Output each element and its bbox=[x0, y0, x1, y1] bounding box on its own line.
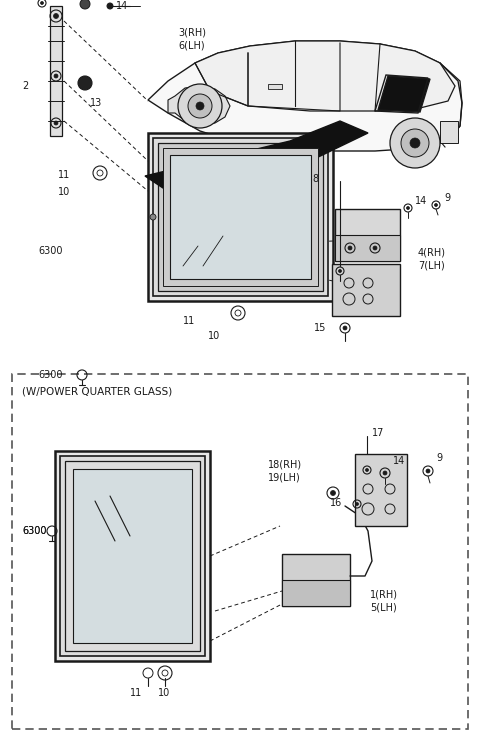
Circle shape bbox=[426, 469, 430, 473]
Circle shape bbox=[407, 207, 409, 210]
Polygon shape bbox=[148, 41, 462, 151]
Circle shape bbox=[40, 1, 44, 4]
Circle shape bbox=[365, 468, 369, 471]
Circle shape bbox=[338, 270, 341, 273]
Bar bbox=[12, 374, 468, 729]
Circle shape bbox=[54, 74, 58, 78]
Circle shape bbox=[53, 13, 59, 19]
Circle shape bbox=[401, 129, 429, 157]
Text: 6300: 6300 bbox=[22, 526, 47, 536]
Text: 11: 11 bbox=[183, 316, 195, 326]
Text: 10: 10 bbox=[158, 688, 170, 698]
Bar bbox=[268, 84, 282, 89]
Circle shape bbox=[373, 246, 377, 250]
Circle shape bbox=[343, 326, 347, 330]
Bar bbox=[148, 133, 333, 301]
Circle shape bbox=[434, 204, 437, 207]
Circle shape bbox=[150, 214, 156, 220]
Circle shape bbox=[410, 138, 420, 148]
Bar bbox=[355, 454, 407, 526]
Bar bbox=[55, 451, 210, 661]
Bar bbox=[158, 143, 323, 291]
Circle shape bbox=[356, 502, 359, 505]
Text: 1(RH)
5(LH): 1(RH) 5(LH) bbox=[370, 590, 398, 612]
Text: 9: 9 bbox=[436, 453, 442, 463]
Circle shape bbox=[78, 76, 92, 90]
Text: 11: 11 bbox=[130, 688, 142, 698]
Text: 17: 17 bbox=[372, 428, 384, 438]
Bar bbox=[73, 469, 192, 643]
Circle shape bbox=[80, 0, 90, 9]
Text: 10: 10 bbox=[208, 331, 220, 341]
Text: 14: 14 bbox=[116, 1, 128, 11]
Bar bbox=[65, 461, 200, 651]
Bar bbox=[170, 155, 311, 279]
Polygon shape bbox=[168, 86, 230, 125]
Circle shape bbox=[178, 84, 222, 128]
Bar bbox=[332, 264, 400, 316]
Bar bbox=[163, 148, 318, 286]
Text: 18(RH)
19(LH): 18(RH) 19(LH) bbox=[268, 460, 302, 482]
Circle shape bbox=[54, 121, 58, 125]
Bar bbox=[153, 138, 328, 296]
Text: 15: 15 bbox=[314, 323, 326, 333]
Text: 14: 14 bbox=[415, 196, 427, 206]
Circle shape bbox=[348, 246, 352, 250]
Text: 2: 2 bbox=[22, 81, 28, 91]
Circle shape bbox=[107, 3, 113, 9]
Text: 6300: 6300 bbox=[38, 246, 62, 256]
Text: 8: 8 bbox=[312, 174, 318, 184]
Text: 9: 9 bbox=[444, 193, 450, 203]
Polygon shape bbox=[145, 121, 368, 196]
Bar bbox=[335, 209, 400, 261]
Text: (W/POWER QUARTER GLASS): (W/POWER QUARTER GLASS) bbox=[22, 386, 172, 396]
Bar bbox=[282, 554, 350, 606]
Polygon shape bbox=[378, 76, 430, 112]
Bar bbox=[50, 6, 62, 136]
Text: 13: 13 bbox=[90, 98, 102, 108]
Text: 6300: 6300 bbox=[38, 370, 62, 380]
Circle shape bbox=[383, 471, 387, 475]
Text: 10: 10 bbox=[58, 187, 70, 197]
Bar bbox=[282, 580, 350, 606]
Circle shape bbox=[188, 94, 212, 118]
Bar bbox=[335, 235, 400, 261]
Polygon shape bbox=[195, 41, 455, 111]
Circle shape bbox=[390, 118, 440, 168]
Circle shape bbox=[331, 491, 336, 496]
Text: 16: 16 bbox=[330, 498, 342, 508]
Text: 6300: 6300 bbox=[22, 526, 47, 536]
Text: 11: 11 bbox=[58, 170, 70, 180]
Text: 4(RH)
7(LH): 4(RH) 7(LH) bbox=[418, 247, 446, 270]
Text: 3(RH)
6(LH): 3(RH) 6(LH) bbox=[178, 28, 206, 50]
Text: 14: 14 bbox=[393, 456, 405, 466]
Bar bbox=[440, 121, 458, 143]
Bar bbox=[60, 456, 205, 656]
Circle shape bbox=[196, 102, 204, 110]
